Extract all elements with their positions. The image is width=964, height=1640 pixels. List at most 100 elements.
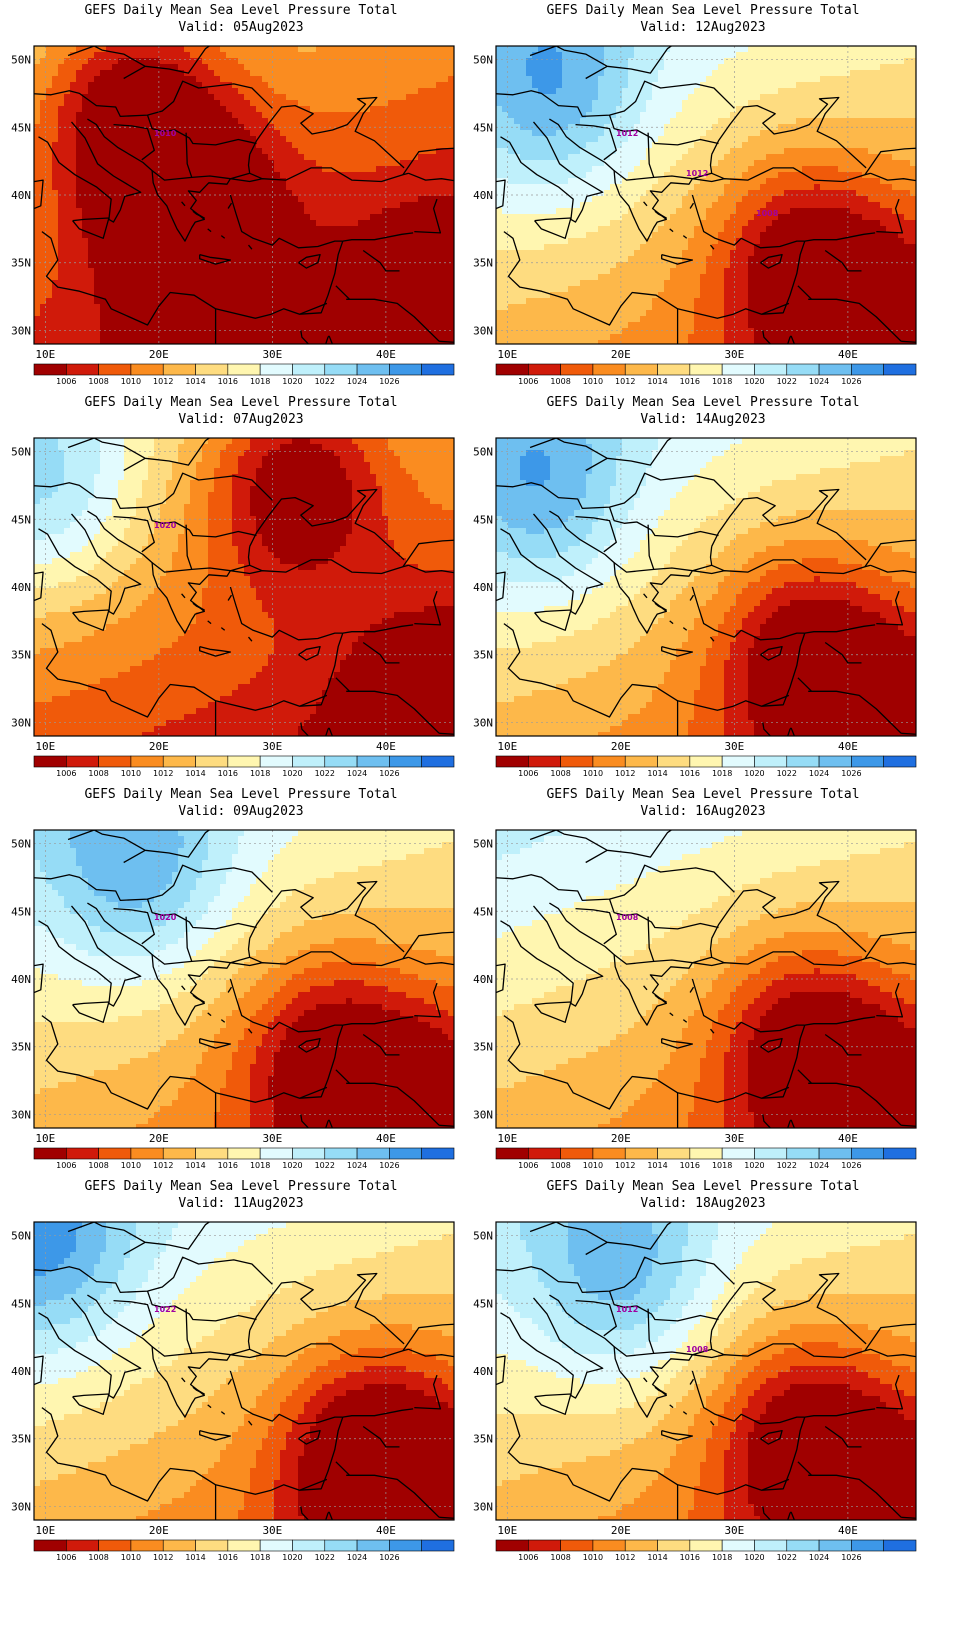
colorbar-swatch: [421, 363, 455, 376]
colorbar-label: 1016: [218, 377, 238, 386]
coastlines: [496, 438, 916, 736]
colorbar-swatch: [883, 1539, 917, 1552]
colorbar-label: 1010: [121, 1553, 141, 1562]
lat-tick-label: 50N: [11, 54, 31, 67]
colorbar-swatch: [389, 755, 422, 768]
lat-tick-label: 40N: [473, 189, 493, 202]
lon-tick-label: 30E: [262, 1132, 282, 1145]
colorbar-swatch: [657, 755, 691, 768]
lon-tick-label: 40E: [376, 348, 396, 361]
coastlines: [34, 830, 454, 1128]
map-frame: [495, 1221, 917, 1521]
colorbar-swatch: [818, 1539, 852, 1552]
colorbar-swatch: [292, 1539, 326, 1552]
panel-title: GEFS Daily Mean Sea Level Pressure Total: [0, 787, 482, 803]
colorbar-label: 1010: [121, 769, 141, 778]
lat-tick-label: 40N: [473, 973, 493, 986]
lon-tick-label: 20E: [611, 1524, 631, 1537]
colorbar-swatch: [66, 1539, 99, 1552]
coastlines: [496, 1222, 916, 1520]
colorbar-swatch: [818, 755, 852, 768]
colorbar: 1006 1008 1010 1012 1014 1016 1018 1020 1022 1024…: [33, 1147, 455, 1170]
colorbar-label: 1012: [615, 1553, 635, 1562]
colorbar-label: 1024: [809, 1553, 829, 1562]
lat-tick-label: 50N: [11, 838, 31, 851]
map-frame: [495, 829, 917, 1129]
colorbar-swatch: [883, 1147, 917, 1160]
colorbar-swatch: [624, 755, 658, 768]
map-panel-4: GEFS Daily Mean Sea Level Pressure Total…: [462, 392, 944, 802]
colorbar-swatch: [292, 1147, 326, 1160]
map-frame: [495, 437, 917, 737]
lat-tick-label: 35N: [11, 1433, 31, 1446]
colorbar-swatch: [421, 1539, 455, 1552]
pressure-map: 1012 1012 1008 50N 45N 40N 35N 30N 10E 20E 30E 40E 1…: [473, 45, 917, 386]
colorbar-label: 1020: [282, 377, 302, 386]
panel-title: GEFS Daily Mean Sea Level Pressure Total: [462, 3, 944, 19]
colorbar: 1006 1008 1010 1012 1014 1016 1018 1020 1022 1024…: [495, 1539, 917, 1562]
coastlines: [496, 46, 916, 344]
colorbar-label: 1014: [185, 1553, 205, 1562]
colorbar-swatch: [389, 1539, 422, 1552]
colorbar-swatch: [195, 1539, 229, 1552]
colorbar-swatch: [195, 755, 229, 768]
colorbar-swatch: [227, 1539, 261, 1552]
colorbar-label: 1008: [550, 1553, 570, 1562]
lat-tick-label: 50N: [473, 54, 493, 67]
graticule: [496, 1222, 916, 1520]
lon-tick-label: 10E: [35, 348, 55, 361]
lat-tick-label: 30N: [473, 1108, 493, 1121]
colorbar-label: 1020: [744, 769, 764, 778]
colorbar-label: 1016: [680, 1553, 700, 1562]
colorbar-swatch: [624, 363, 658, 376]
colorbar-swatch: [389, 363, 422, 376]
lat-tick-label: 45N: [473, 1297, 493, 1310]
colorbar-swatch: [560, 755, 594, 768]
colorbar-label: 1010: [583, 769, 603, 778]
colorbar-swatch: [162, 363, 196, 376]
graticule: [496, 830, 916, 1128]
map-frame: [495, 45, 917, 345]
map-panel-3: GEFS Daily Mean Sea Level Pressure Total…: [0, 392, 482, 802]
colorbar-swatch: [292, 755, 326, 768]
colorbar-label: 1014: [647, 769, 667, 778]
coastlines: [34, 46, 454, 344]
colorbar-swatch: [195, 363, 229, 376]
colorbar-label: 1006: [56, 1553, 76, 1562]
lat-tick-label: 35N: [473, 1433, 493, 1446]
colorbar-label: 1022: [777, 1553, 797, 1562]
lon-tick-label: 10E: [35, 1132, 55, 1145]
coastlines: [34, 438, 454, 736]
colorbar-label: 1012: [153, 1161, 173, 1170]
colorbar-swatch: [356, 363, 390, 376]
colorbar-swatch: [130, 363, 164, 376]
lat-tick-label: 30N: [11, 1500, 31, 1513]
map-panel-6: GEFS Daily Mean Sea Level Pressure Total…: [462, 784, 944, 1194]
colorbar-swatch: [324, 1147, 358, 1160]
isobar-label: 1010: [154, 129, 177, 138]
map-panel-5: GEFS Daily Mean Sea Level Pressure Total…: [0, 784, 482, 1194]
colorbar-swatch: [786, 755, 820, 768]
graticule: [34, 830, 454, 1128]
colorbar-swatch: [98, 1539, 132, 1552]
lat-tick-label: 35N: [473, 257, 493, 270]
lat-tick-label: 40N: [473, 1365, 493, 1378]
panel-title: GEFS Daily Mean Sea Level Pressure Total: [0, 3, 482, 19]
colorbar-label: 1016: [680, 769, 700, 778]
pressure-field: [496, 438, 916, 736]
colorbar-swatch: [528, 1147, 561, 1160]
lat-tick-label: 35N: [11, 1041, 31, 1054]
colorbar-swatch: [786, 363, 820, 376]
colorbar-swatch: [624, 1539, 658, 1552]
pressure-field: [34, 1222, 454, 1520]
colorbar-swatch: [324, 1539, 358, 1552]
colorbar-swatch: [227, 363, 261, 376]
colorbar-label: 1010: [583, 1161, 603, 1170]
map-frame: [33, 829, 455, 1129]
lat-tick-label: 35N: [473, 1041, 493, 1054]
colorbar-swatch: [66, 1147, 99, 1160]
lat-tick-label: 45N: [473, 513, 493, 526]
graticule: [496, 438, 916, 736]
colorbar-swatch: [721, 1147, 755, 1160]
colorbar-swatch: [689, 1147, 723, 1160]
